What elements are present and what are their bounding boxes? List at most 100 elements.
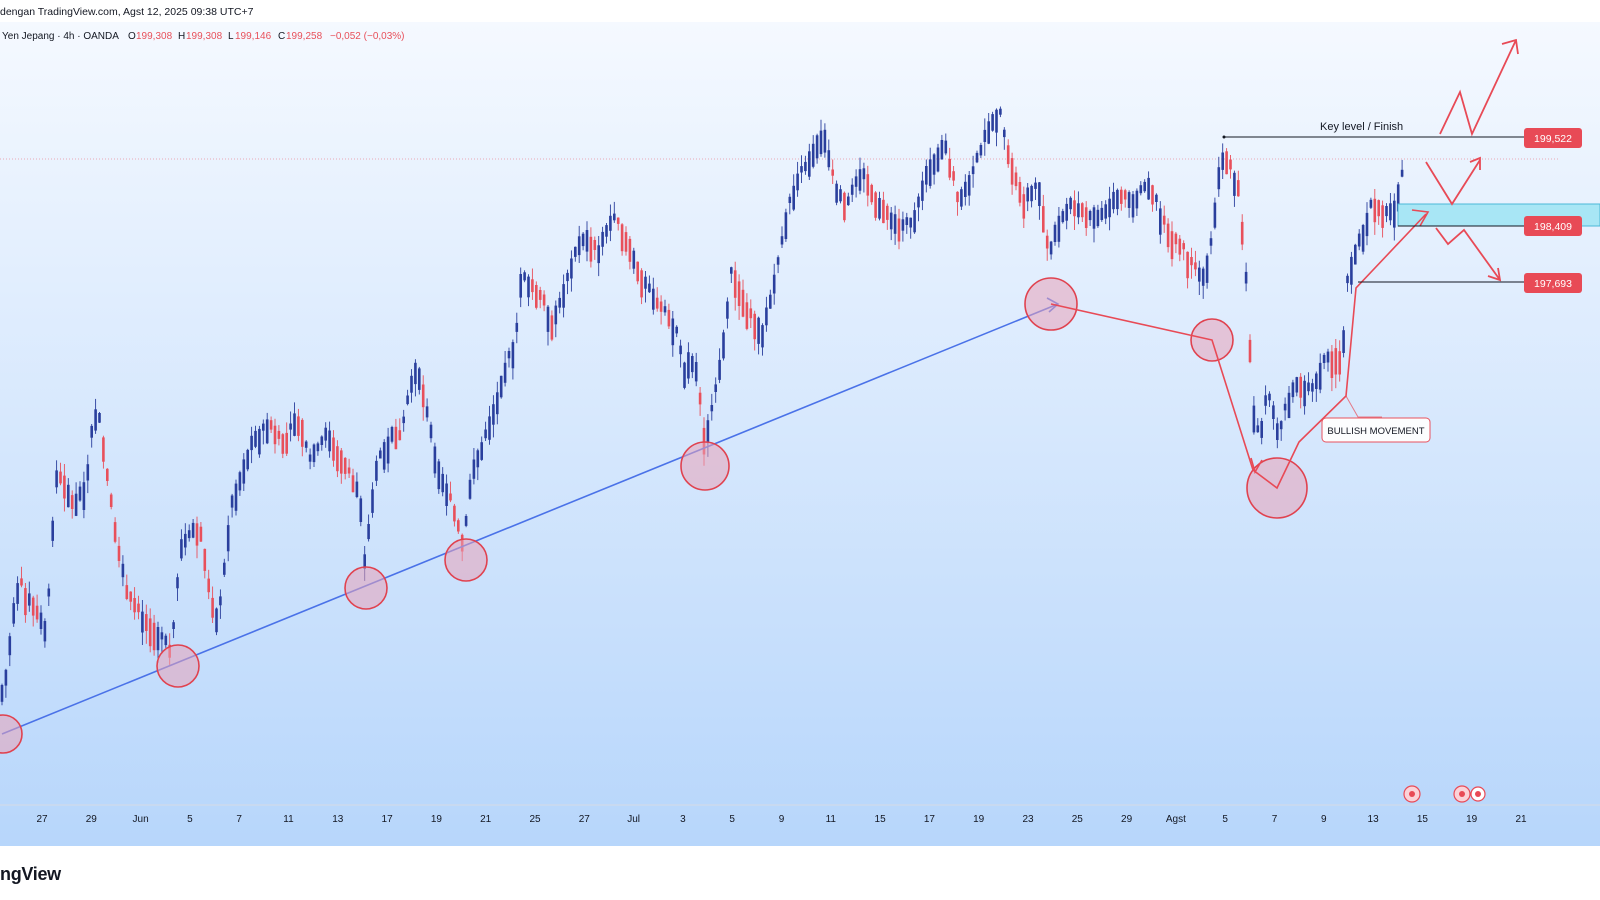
event-icons[interactable] bbox=[1403, 785, 1486, 803]
candle-body bbox=[129, 591, 132, 602]
candle-body bbox=[886, 205, 889, 220]
candle-body bbox=[718, 359, 721, 380]
candle-body bbox=[1084, 207, 1088, 228]
x-tick-label: 9 bbox=[1321, 814, 1327, 825]
candle-body bbox=[679, 345, 682, 355]
candle-body bbox=[640, 270, 643, 298]
candle-body bbox=[1377, 200, 1380, 217]
candle-body bbox=[1143, 181, 1146, 192]
candle-body bbox=[285, 432, 288, 454]
swing-arrowhead bbox=[1250, 457, 1263, 475]
candle-body bbox=[367, 524, 370, 540]
candle-body bbox=[340, 450, 343, 474]
candle-body bbox=[835, 183, 838, 203]
candle-body bbox=[687, 352, 690, 379]
candle-body bbox=[648, 283, 651, 293]
candle-body bbox=[382, 442, 386, 470]
candle-body bbox=[106, 468, 109, 481]
candle-body bbox=[1178, 238, 1182, 255]
candle-body bbox=[215, 608, 218, 633]
candle-body bbox=[1135, 190, 1139, 209]
candle-body bbox=[854, 176, 858, 187]
candle-body bbox=[1268, 393, 1271, 401]
candle-body bbox=[410, 375, 413, 393]
candle-body bbox=[1287, 392, 1291, 418]
candle-body bbox=[1217, 167, 1221, 190]
candle-body bbox=[917, 196, 920, 208]
candle-body bbox=[1373, 198, 1377, 223]
x-tick-label: 23 bbox=[1022, 814, 1034, 825]
candle-body bbox=[691, 356, 694, 373]
candle-body bbox=[866, 174, 870, 196]
candle-body bbox=[889, 212, 893, 230]
candle-body bbox=[932, 154, 936, 175]
candle-body bbox=[554, 305, 558, 325]
candle-body bbox=[1174, 233, 1178, 245]
candle-body bbox=[531, 279, 534, 293]
candle-body bbox=[804, 161, 807, 172]
candle-body bbox=[710, 405, 714, 412]
candle-body bbox=[1225, 151, 1228, 175]
candle-body bbox=[269, 420, 273, 430]
candle-body bbox=[1186, 251, 1189, 279]
candle-body bbox=[1151, 185, 1154, 205]
price-chart[interactable]: Yen Jepang · 4h · OANDA O 199,308 H 199,… bbox=[0, 22, 1600, 846]
x-tick-label: 13 bbox=[1368, 814, 1380, 825]
candle-body bbox=[20, 578, 23, 586]
candle-body bbox=[109, 494, 113, 507]
candle-body bbox=[74, 493, 78, 516]
candle-body bbox=[156, 627, 160, 651]
candle-body bbox=[207, 578, 210, 593]
candle-body bbox=[940, 140, 944, 160]
candle-body bbox=[480, 442, 483, 460]
candle-body bbox=[702, 427, 706, 455]
x-tick-label: 25 bbox=[529, 814, 541, 825]
candle-body bbox=[1038, 182, 1041, 206]
candle-body bbox=[332, 437, 335, 461]
footer bbox=[0, 846, 1600, 900]
candle-body bbox=[960, 189, 963, 207]
candle-body bbox=[336, 446, 339, 472]
candle-body bbox=[121, 563, 125, 578]
candle-body bbox=[558, 297, 561, 308]
candle-body bbox=[468, 479, 472, 499]
candle-body bbox=[671, 318, 675, 346]
candle-body bbox=[952, 171, 955, 181]
candle-body bbox=[117, 545, 121, 561]
candle-body bbox=[999, 108, 1002, 115]
candle-body bbox=[808, 151, 811, 177]
candle-body bbox=[765, 307, 768, 326]
candle-body bbox=[815, 135, 819, 159]
candle-body bbox=[265, 419, 269, 444]
candle-body bbox=[223, 562, 226, 575]
candle-body bbox=[394, 426, 398, 450]
candle-body bbox=[722, 332, 725, 359]
candle-body bbox=[457, 520, 460, 532]
candle-body bbox=[484, 429, 487, 439]
open-value: 199,308 bbox=[136, 31, 173, 42]
candle-body bbox=[184, 533, 187, 548]
candle-body bbox=[289, 423, 292, 430]
candle-body bbox=[320, 436, 324, 445]
candle-body bbox=[402, 416, 405, 424]
candle-body bbox=[901, 219, 905, 231]
candle-body bbox=[714, 384, 717, 392]
candle-body bbox=[757, 317, 760, 344]
candle-body bbox=[421, 384, 425, 408]
candle-body bbox=[1233, 172, 1236, 196]
x-tick-label: 21 bbox=[1515, 814, 1527, 825]
candle-body bbox=[948, 158, 951, 178]
candle-body bbox=[242, 459, 246, 484]
candle-body bbox=[971, 166, 975, 175]
candle-body bbox=[90, 425, 93, 438]
candle-body bbox=[301, 419, 304, 447]
candle-body bbox=[519, 274, 522, 298]
candle-body bbox=[359, 498, 363, 522]
candle-body bbox=[905, 217, 909, 225]
candle-body bbox=[1112, 191, 1115, 210]
high-value: 199,308 bbox=[186, 31, 223, 42]
candle-body bbox=[663, 306, 667, 313]
candle-body bbox=[644, 276, 647, 289]
candle-body bbox=[16, 583, 19, 604]
price-label-3: 197,693 bbox=[1524, 273, 1582, 293]
